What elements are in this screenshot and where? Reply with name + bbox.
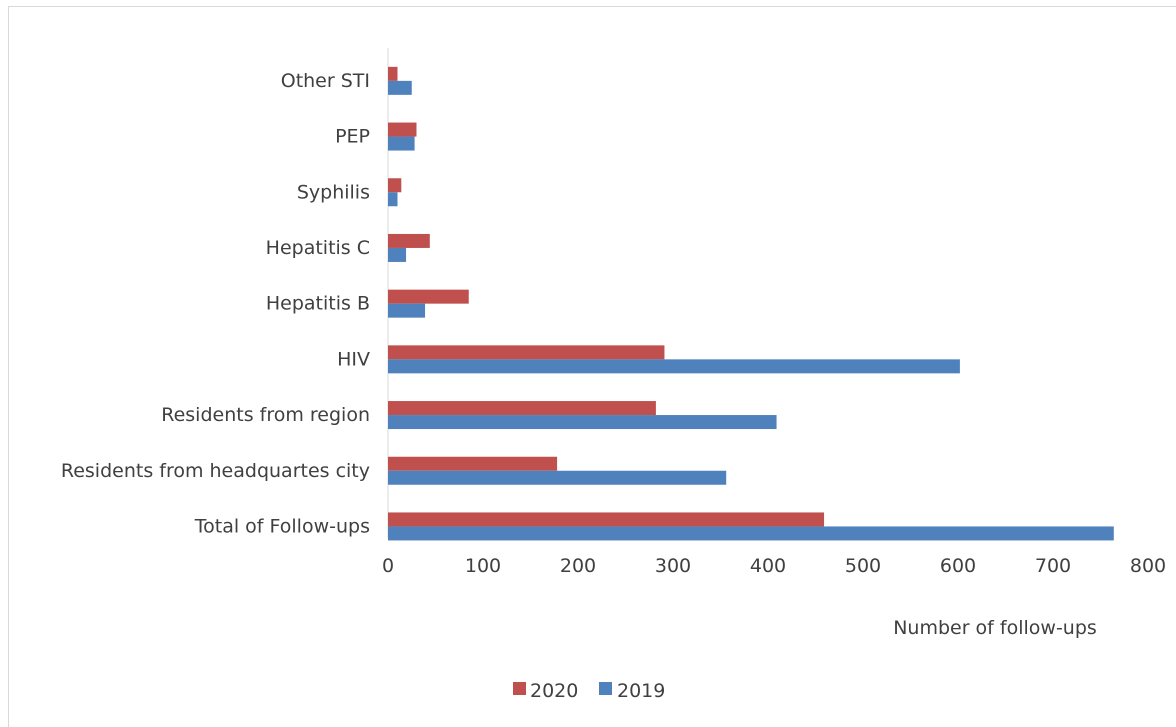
x-tick-label-100: 100 xyxy=(465,555,501,577)
bar-2019-residents-from-headquartes-city xyxy=(388,470,727,485)
category-label-hepatitis-b: Hepatitis B xyxy=(266,293,370,315)
legend-label-2019: 2019 xyxy=(617,680,665,702)
bar-2020-hiv xyxy=(388,345,665,360)
category-label-hiv: HIV xyxy=(337,348,370,370)
category-label-residents-from-region: Residents from region xyxy=(161,404,370,426)
x-tick-label-200: 200 xyxy=(560,555,596,577)
legend-label-2020: 2020 xyxy=(530,680,578,702)
category-label-other-sti: Other STI xyxy=(281,70,370,92)
bar-2019-syphilis xyxy=(388,192,398,207)
bar-2020-pep xyxy=(388,122,417,137)
x-axis-title: Number of follow-ups xyxy=(893,617,1097,639)
x-tick-labels: 0 100 200 300 400 500 600 700 800 xyxy=(382,555,1166,577)
legend-swatch-2019 xyxy=(599,682,612,695)
bar-2020-syphilis xyxy=(388,178,402,193)
bar-2020-hepatitis-c xyxy=(388,233,430,248)
category-label-residents-from-headquartes-city: Residents from headquartes city xyxy=(61,460,370,482)
x-tick-label-600: 600 xyxy=(940,555,976,577)
category-label-hepatitis-c: Hepatitis C xyxy=(266,237,370,259)
bar-2019-other-sti xyxy=(388,80,412,95)
x-tick-label-300: 300 xyxy=(655,555,691,577)
x-tick-label-800: 800 xyxy=(1130,555,1166,577)
bar-2019-hepatitis-b xyxy=(388,303,426,318)
bar-2020-residents-from-region xyxy=(388,401,656,416)
bars-layer xyxy=(388,66,1114,541)
bar-2019-total-of-follow-ups xyxy=(388,526,1114,541)
bar-2019-hepatitis-c xyxy=(388,247,407,262)
bar-2020-total-of-follow-ups xyxy=(388,512,825,527)
bar-2019-hiv xyxy=(388,359,960,374)
x-tick-label-400: 400 xyxy=(750,555,786,577)
bar-2020-residents-from-headquartes-city xyxy=(388,456,558,471)
category-label-total-of-follow-ups: Total of Follow-ups xyxy=(194,515,370,537)
category-label-pep: PEP xyxy=(335,126,370,148)
category-labels: Total of Follow-ups Residents from headqu… xyxy=(61,70,370,538)
bar-2020-hepatitis-b xyxy=(388,289,469,304)
x-tick-label-500: 500 xyxy=(845,555,881,577)
bar-2019-residents-from-region xyxy=(388,415,777,430)
category-label-syphilis: Syphilis xyxy=(297,181,370,203)
bar-2020-other-sti xyxy=(388,66,398,81)
legend: 2020 2019 xyxy=(513,680,665,702)
bar-2019-pep xyxy=(388,136,415,151)
legend-swatch-2020 xyxy=(513,682,526,695)
x-tick-label-0: 0 xyxy=(382,555,394,577)
x-tick-label-700: 700 xyxy=(1035,555,1071,577)
